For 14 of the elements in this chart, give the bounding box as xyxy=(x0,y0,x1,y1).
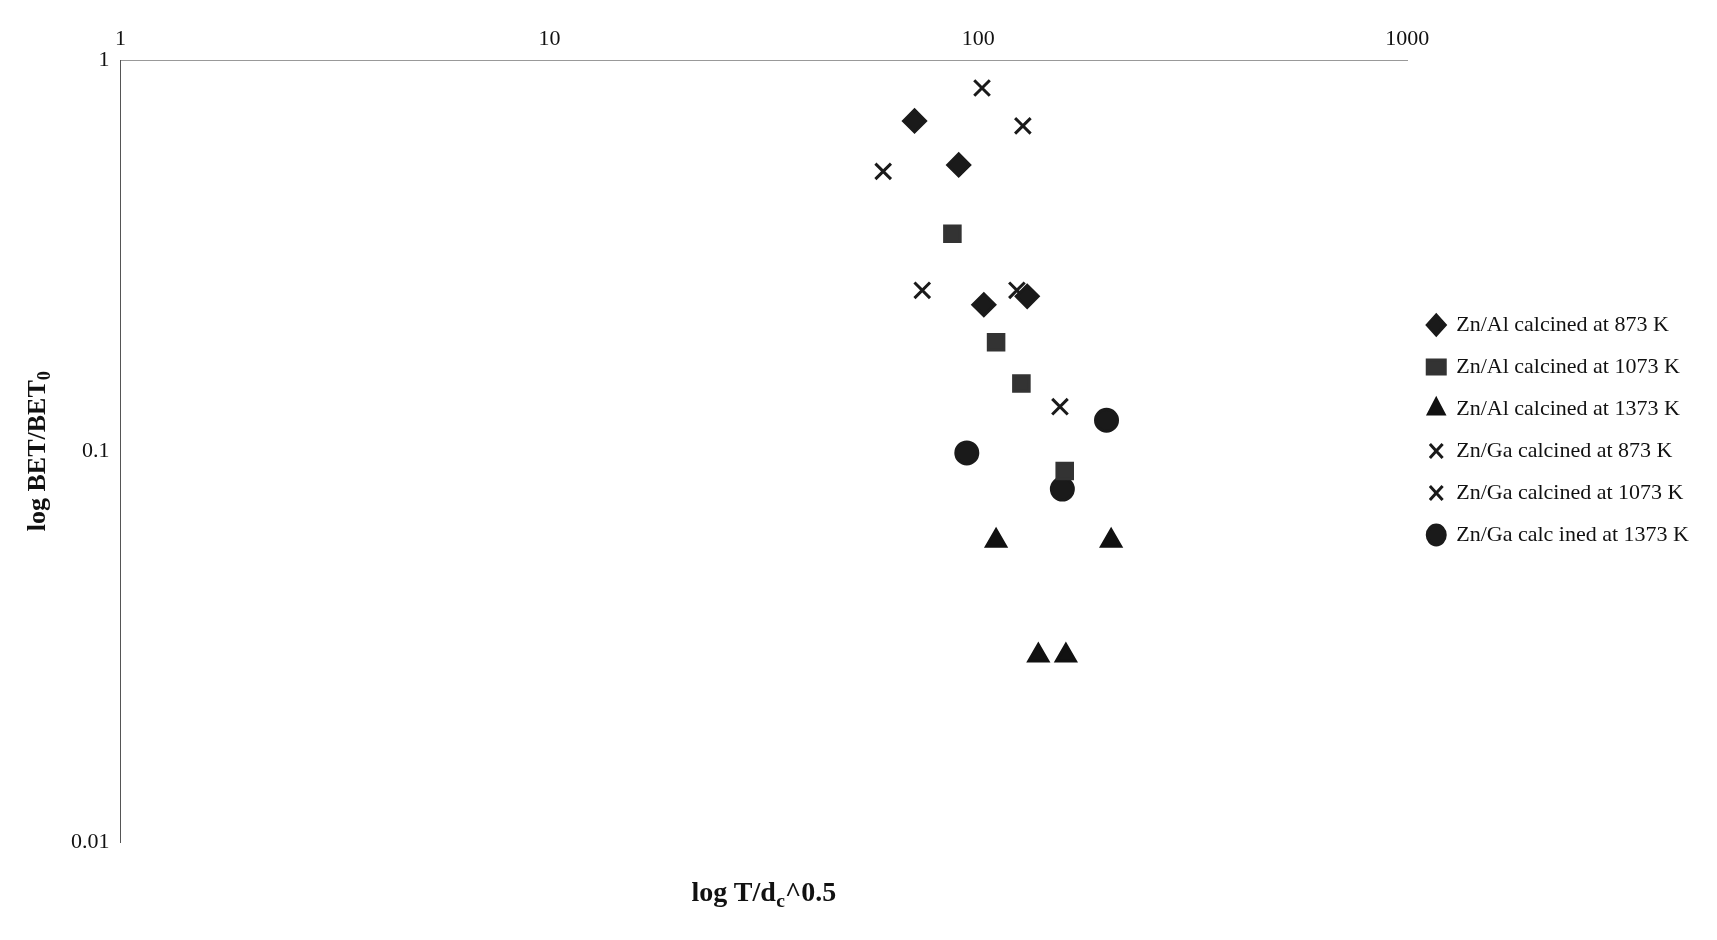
y-tick-label: 0.1 xyxy=(82,436,110,462)
x-tick-label: 10 xyxy=(538,24,561,50)
legend-label: Zn/Al calcined at 1073 K xyxy=(1456,352,1680,378)
legend-label: Zn/Ga calcined at 873 K xyxy=(1456,436,1673,462)
x-tick-label: 100 xyxy=(961,24,995,50)
legend-label: Zn/Al calcined at 1373 K xyxy=(1456,394,1680,420)
legend-label: Zn/Al calcined at 873 K xyxy=(1456,310,1669,336)
legend-label: Zn/Ga calc ined at 1373 K xyxy=(1456,520,1690,546)
x-tick-label: 1000 xyxy=(1385,24,1430,50)
y-axis-title: log BET/BET0 xyxy=(21,371,55,532)
y-tick-label: 0.01 xyxy=(71,827,110,853)
y-tick-label: 1 xyxy=(98,46,110,72)
x-tick-label: 1 xyxy=(115,24,126,50)
legend-label: Zn/Ga calcined at 1073 K xyxy=(1456,478,1684,504)
